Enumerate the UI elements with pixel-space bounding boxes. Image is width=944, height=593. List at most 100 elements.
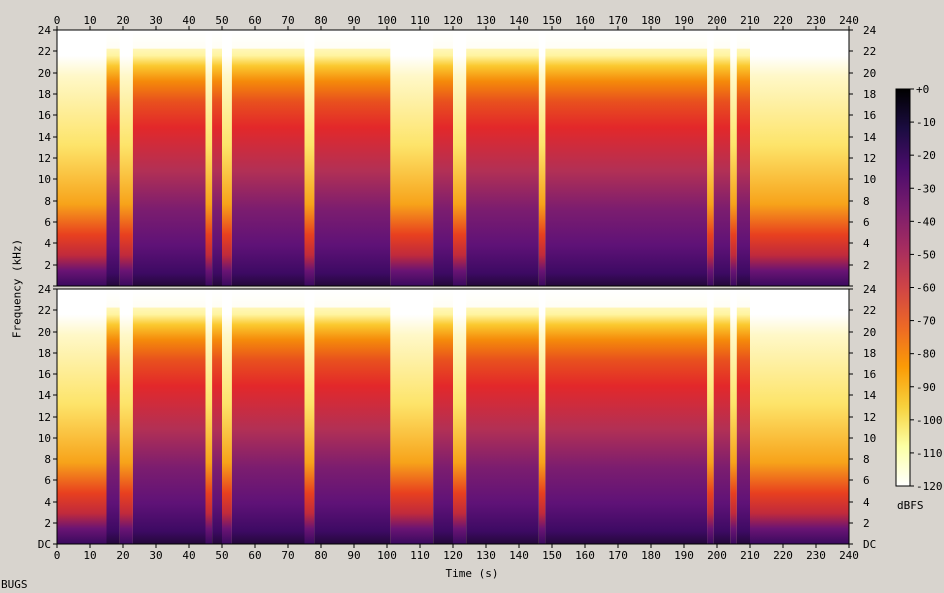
y-tick-label-right: 14 <box>863 131 877 144</box>
x-tick-label-bottom: 230 <box>806 549 826 562</box>
y-tick-label-left: 2 <box>44 259 51 272</box>
x-tick-label-top: 200 <box>707 14 727 27</box>
x-tick-label-bottom: 170 <box>608 549 628 562</box>
x-tick-label-top: 160 <box>575 14 595 27</box>
y-tick-label-left: 12 <box>38 411 51 424</box>
y-tick-label-left: 18 <box>38 88 51 101</box>
x-tick-label-top: 240 <box>839 14 859 27</box>
x-tick-label-bottom: 240 <box>839 549 859 562</box>
loud-segment <box>466 30 539 286</box>
channel-1-spectrogram <box>56 29 850 287</box>
y-tick-label-left: 16 <box>38 109 51 122</box>
x-tick-label-bottom: 70 <box>281 549 294 562</box>
x-axis-label: Time (s) <box>445 567 499 580</box>
y-tick-label-right: 6 <box>863 216 870 229</box>
x-tick-label-top: 140 <box>509 14 529 27</box>
colorbar-tick-label: -60 <box>916 282 936 295</box>
x-tick-label-bottom: 30 <box>149 549 162 562</box>
loud-segment <box>433 289 453 544</box>
y-tick-label-left: 12 <box>38 152 51 165</box>
x-tick-label-top: 50 <box>215 14 228 27</box>
colorbar-tick-label: -120 <box>916 480 943 493</box>
y-tick-label-left: 20 <box>38 67 51 80</box>
x-tick-label-bottom: 200 <box>707 549 727 562</box>
x-tick-label-top: 30 <box>149 14 162 27</box>
quiet-segment <box>205 30 213 286</box>
x-tick-label-bottom: 110 <box>410 549 430 562</box>
colorbar-unit: dBFS <box>897 499 924 512</box>
loud-segment <box>132 289 206 544</box>
x-tick-label-bottom: 160 <box>575 549 595 562</box>
y-tick-label-left: 16 <box>38 368 51 381</box>
loud-segment <box>466 289 539 544</box>
y-tick-label-right: 6 <box>863 474 870 487</box>
channel-2-spectrogram <box>56 288 850 545</box>
y-axis-label: Frequency (kHz) <box>10 238 24 339</box>
y-tick-label-right: 2 <box>863 517 870 530</box>
colorbar-tick-label: -20 <box>916 149 936 162</box>
y-tick-label-left: 24 <box>38 283 52 296</box>
y-tick-label-right: 12 <box>863 152 876 165</box>
y-tick-label-right: 20 <box>863 67 876 80</box>
y-tick-label-right: 8 <box>863 195 870 208</box>
y-tick-label-right: 18 <box>863 88 876 101</box>
loud-segment <box>736 30 750 286</box>
loud-segment <box>231 30 305 286</box>
loud-segment <box>314 289 391 544</box>
loud-segment <box>212 30 222 286</box>
x-tick-label-top: 110 <box>410 14 430 27</box>
x-tick-label-bottom: 100 <box>377 549 397 562</box>
quiet-segment <box>304 289 315 544</box>
quiet-segment <box>205 289 213 544</box>
quiet-segment <box>453 30 467 286</box>
quiet-segment <box>390 30 434 286</box>
x-tick-label-top: 40 <box>182 14 195 27</box>
x-tick-label-top: 70 <box>281 14 294 27</box>
y-tick-label-right: 16 <box>863 109 876 122</box>
quiet-segment <box>222 289 232 544</box>
x-tick-label-top: 10 <box>83 14 96 27</box>
x-tick-label-bottom: 90 <box>347 549 360 562</box>
quiet-segment <box>119 30 133 286</box>
x-tick-label-top: 100 <box>377 14 397 27</box>
x-tick-label-top: 180 <box>641 14 661 27</box>
y-tick-label-left: 4 <box>44 496 51 509</box>
colorbar-tick-label: -90 <box>916 381 936 394</box>
y-tick-label-left: 22 <box>38 45 51 58</box>
x-tick-label-top: 170 <box>608 14 628 27</box>
y-tick-label-right: 12 <box>863 411 876 424</box>
y-tick-label-left: 8 <box>44 195 51 208</box>
y-tick-label-right: 4 <box>863 237 870 250</box>
quiet-segment <box>57 30 107 286</box>
quiet-segment <box>707 30 714 286</box>
y-tick-label-right: DC <box>863 538 876 551</box>
x-tick-label-bottom: 150 <box>542 549 562 562</box>
quiet-segment <box>390 289 434 544</box>
y-tick-label-left: DC <box>38 538 51 551</box>
y-tick-label-right: 10 <box>863 173 876 186</box>
loud-segment <box>231 289 305 544</box>
colorbar-tick-label: -100 <box>916 414 943 427</box>
quiet-segment <box>730 30 737 286</box>
quiet-segment <box>730 289 737 544</box>
y-tick-label-right: 16 <box>863 368 876 381</box>
x-tick-label-bottom: 210 <box>740 549 760 562</box>
y-tick-label-left: 10 <box>38 173 51 186</box>
x-tick-label-top: 120 <box>443 14 463 27</box>
x-tick-label-top: 130 <box>476 14 496 27</box>
y-tick-label-right: 24 <box>863 24 877 37</box>
colorbar-tick-label: +0 <box>916 83 929 96</box>
quiet-segment <box>538 289 546 544</box>
y-tick-label-left: 2 <box>44 517 51 530</box>
colorbar-tick-label: -70 <box>916 315 936 328</box>
quiet-segment <box>707 289 714 544</box>
loud-segment <box>314 30 391 286</box>
loud-segment <box>212 289 222 544</box>
y-tick-label-right: 14 <box>863 389 877 402</box>
loud-segment <box>713 30 731 286</box>
colorbar-tick-label: -10 <box>916 116 936 129</box>
quiet-segment <box>453 289 467 544</box>
y-tick-label-left: 10 <box>38 432 51 445</box>
